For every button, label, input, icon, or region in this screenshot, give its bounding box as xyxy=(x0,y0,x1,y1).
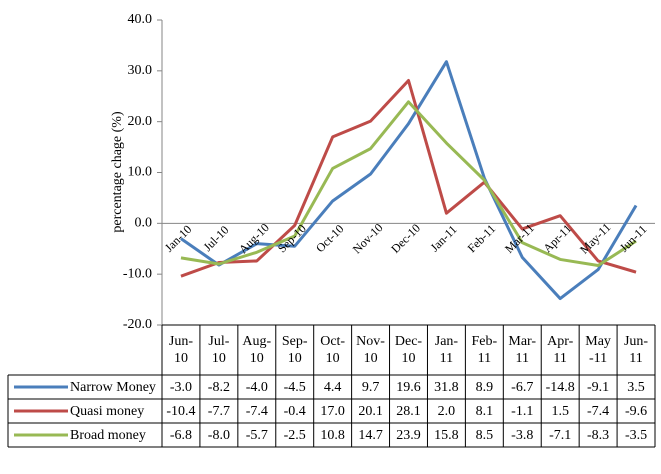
table-value: 3.5 xyxy=(627,380,645,395)
legend-label: Quasi money xyxy=(70,404,144,419)
table-value: -4.0 xyxy=(246,380,268,395)
table-value: -1.1 xyxy=(511,404,533,419)
y-tick-label: -10.0 xyxy=(123,266,152,281)
table-value: 28.1 xyxy=(396,404,421,419)
header-text: Nov-10 xyxy=(356,334,385,366)
y-axis-label: percentage chage (%) xyxy=(110,111,125,233)
header-text: Feb-11 xyxy=(471,334,498,366)
series-line xyxy=(180,60,638,301)
x-axis-label: Apr-11 xyxy=(540,221,574,255)
table-header: Jul-10 xyxy=(200,325,238,375)
table-value: 4.4 xyxy=(324,380,342,395)
x-axis-label: Dec-10 xyxy=(388,221,423,256)
table-value: -7.7 xyxy=(208,404,230,419)
x-axis-label: Feb-11 xyxy=(465,222,499,256)
table-header: Jun-11 xyxy=(617,325,655,375)
y-tick-label: 0.0 xyxy=(135,216,153,231)
table-header: Nov-10 xyxy=(352,325,390,375)
table-value: 1.5 xyxy=(551,404,569,419)
header-text: Dec-10 xyxy=(394,334,423,366)
table-value: -8.0 xyxy=(208,428,230,443)
table-value: 31.8 xyxy=(434,380,459,395)
table-header: Jan-11 xyxy=(427,325,465,375)
table-value: -5.7 xyxy=(246,428,268,443)
table-value: -3.8 xyxy=(511,428,533,443)
table-value: -9.6 xyxy=(625,404,647,419)
x-axis-label: Nov-10 xyxy=(350,221,386,257)
table-header: Aug-10 xyxy=(238,325,276,375)
header-text: Oct-10 xyxy=(320,334,346,366)
table-value: 15.8 xyxy=(434,428,459,443)
header-text: Sep-10 xyxy=(281,334,308,366)
x-axis-label: Jul-10 xyxy=(200,223,231,254)
legend-label: Broad money xyxy=(70,428,146,443)
x-axis-label: Jan-11 xyxy=(427,222,459,254)
table-value: -3.0 xyxy=(170,380,192,395)
table-header: Dec-10 xyxy=(390,325,428,375)
table-header: May -11 xyxy=(579,325,617,375)
table-value: -3.5 xyxy=(625,428,647,443)
header-text: Jan-11 xyxy=(434,334,459,366)
table-value: -0.4 xyxy=(284,404,306,419)
series-line xyxy=(180,100,637,268)
table-value: -7.4 xyxy=(587,404,609,419)
header-text: Mar-11 xyxy=(508,334,537,366)
x-axis-label: Oct-10 xyxy=(313,222,346,255)
header-text: May -11 xyxy=(585,334,611,366)
y-tick-label: 20.0 xyxy=(128,114,153,129)
table-value: 8.5 xyxy=(476,428,494,443)
table-value: -8.2 xyxy=(208,380,230,395)
table-header: Sep-10 xyxy=(276,325,314,375)
table-header: Mar-11 xyxy=(503,325,541,375)
table-value: -2.5 xyxy=(284,428,306,443)
table-value: 8.1 xyxy=(476,404,494,419)
table-value: 14.7 xyxy=(358,428,383,443)
header-text: Aug-10 xyxy=(242,334,272,366)
table-value: -7.4 xyxy=(246,404,268,419)
table-value: 10.8 xyxy=(320,428,345,443)
x-axis-label: Jan-10 xyxy=(162,222,195,255)
table-value: -6.8 xyxy=(170,428,192,443)
table-value: -9.1 xyxy=(587,380,609,395)
header-text: Jun-11 xyxy=(623,334,649,366)
y-tick-label: -20.0 xyxy=(123,317,152,332)
table-value: -4.5 xyxy=(284,380,306,395)
table-value: 19.6 xyxy=(396,380,421,395)
table-header: Oct-10 xyxy=(314,325,352,375)
header-text: Jun-10 xyxy=(168,334,194,366)
y-tick-label: 30.0 xyxy=(128,63,153,78)
table-header: Apr-11 xyxy=(541,325,579,375)
table-header: Jun-10 xyxy=(162,325,200,375)
y-tick-label: 40.0 xyxy=(128,12,153,27)
table-value: 8.9 xyxy=(476,380,494,395)
table-value: -10.4 xyxy=(166,404,195,419)
header-text: Apr-11 xyxy=(547,334,574,366)
table-value: 2.0 xyxy=(438,404,456,419)
y-tick-label: 10.0 xyxy=(128,165,153,180)
table-value: 9.7 xyxy=(362,380,380,395)
legend-label: Narrow Money xyxy=(70,380,156,395)
table-value: -8.3 xyxy=(587,428,609,443)
header-text: Jul-10 xyxy=(208,334,230,366)
table-value: 17.0 xyxy=(320,404,345,419)
table-value: -14.8 xyxy=(546,380,575,395)
table-value: -7.1 xyxy=(549,428,571,443)
table-value: -6.7 xyxy=(511,380,533,395)
table-value: 23.9 xyxy=(396,428,421,443)
table-header: Feb-11 xyxy=(465,325,503,375)
series-line xyxy=(180,78,637,278)
table-value: 20.1 xyxy=(358,404,383,419)
